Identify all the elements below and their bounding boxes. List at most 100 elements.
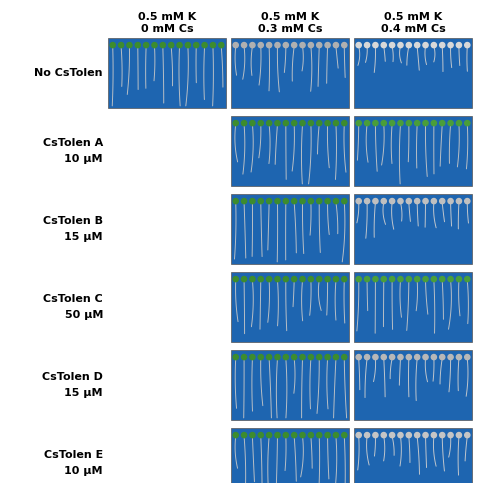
Circle shape	[448, 432, 453, 438]
Circle shape	[398, 199, 403, 204]
Circle shape	[292, 355, 297, 360]
Circle shape	[275, 276, 280, 282]
Circle shape	[464, 120, 470, 126]
Circle shape	[440, 43, 445, 48]
Circle shape	[440, 276, 445, 282]
Circle shape	[456, 43, 462, 48]
Bar	[231, 350, 349, 420]
Circle shape	[275, 199, 280, 204]
Circle shape	[373, 355, 378, 360]
Circle shape	[464, 355, 470, 360]
Circle shape	[406, 120, 411, 126]
Circle shape	[292, 43, 297, 48]
Circle shape	[398, 432, 403, 438]
Circle shape	[144, 43, 148, 48]
Circle shape	[334, 432, 338, 438]
Circle shape	[325, 355, 330, 360]
Circle shape	[258, 43, 264, 48]
Circle shape	[325, 276, 330, 282]
Text: 10 μM: 10 μM	[64, 154, 103, 164]
Circle shape	[373, 276, 378, 282]
Circle shape	[316, 276, 322, 282]
Circle shape	[464, 432, 470, 438]
Circle shape	[334, 199, 338, 204]
Circle shape	[423, 120, 428, 126]
Circle shape	[300, 43, 305, 48]
Circle shape	[356, 43, 362, 48]
Circle shape	[381, 120, 386, 126]
Circle shape	[414, 43, 420, 48]
Circle shape	[250, 120, 255, 126]
Text: 15 μM: 15 μM	[64, 232, 103, 242]
Circle shape	[356, 120, 362, 126]
Circle shape	[325, 432, 330, 438]
Circle shape	[242, 120, 246, 126]
Circle shape	[406, 276, 411, 282]
Circle shape	[432, 276, 436, 282]
Bar	[231, 116, 349, 186]
Bar	[231, 272, 349, 342]
Circle shape	[390, 432, 394, 438]
Circle shape	[118, 43, 124, 48]
Circle shape	[364, 276, 370, 282]
Circle shape	[390, 276, 394, 282]
Circle shape	[406, 432, 411, 438]
Text: 0.5 mM K
0.3 mM Cs: 0.5 mM K 0.3 mM Cs	[258, 13, 322, 34]
Circle shape	[414, 199, 420, 204]
Circle shape	[250, 432, 255, 438]
Bar	[354, 116, 472, 186]
Circle shape	[414, 120, 420, 126]
Circle shape	[456, 355, 462, 360]
Circle shape	[275, 120, 280, 126]
Circle shape	[423, 199, 428, 204]
Circle shape	[398, 355, 403, 360]
Circle shape	[300, 199, 305, 204]
Circle shape	[381, 355, 386, 360]
Circle shape	[283, 276, 288, 282]
Circle shape	[464, 276, 470, 282]
Circle shape	[266, 43, 272, 48]
Text: CsTolen C: CsTolen C	[44, 294, 103, 304]
Circle shape	[250, 355, 255, 360]
Bar	[108, 38, 226, 108]
Circle shape	[440, 355, 445, 360]
Circle shape	[127, 43, 132, 48]
Circle shape	[432, 199, 436, 204]
Bar	[231, 38, 349, 108]
Circle shape	[423, 43, 428, 48]
Circle shape	[233, 432, 238, 438]
Bar	[354, 38, 472, 108]
Circle shape	[398, 120, 403, 126]
Text: 10 μM: 10 μM	[64, 466, 103, 476]
Circle shape	[233, 43, 238, 48]
Circle shape	[300, 120, 305, 126]
Circle shape	[135, 43, 140, 48]
Circle shape	[275, 43, 280, 48]
Circle shape	[300, 355, 305, 360]
Circle shape	[233, 120, 238, 126]
Circle shape	[456, 432, 462, 438]
Circle shape	[448, 43, 453, 48]
Bar	[354, 272, 472, 342]
Circle shape	[356, 199, 362, 204]
Text: CsTolen D: CsTolen D	[42, 372, 103, 382]
Circle shape	[464, 43, 470, 48]
Circle shape	[448, 276, 453, 282]
Circle shape	[202, 43, 207, 48]
Circle shape	[381, 276, 386, 282]
Circle shape	[283, 355, 288, 360]
Circle shape	[250, 43, 255, 48]
Circle shape	[398, 276, 403, 282]
Circle shape	[283, 120, 288, 126]
Circle shape	[414, 432, 420, 438]
Circle shape	[334, 276, 338, 282]
Circle shape	[194, 43, 199, 48]
Circle shape	[316, 199, 322, 204]
Circle shape	[283, 199, 288, 204]
Circle shape	[406, 355, 411, 360]
Circle shape	[110, 43, 116, 48]
Circle shape	[432, 432, 436, 438]
Circle shape	[177, 43, 182, 48]
Circle shape	[242, 432, 246, 438]
Circle shape	[373, 199, 378, 204]
